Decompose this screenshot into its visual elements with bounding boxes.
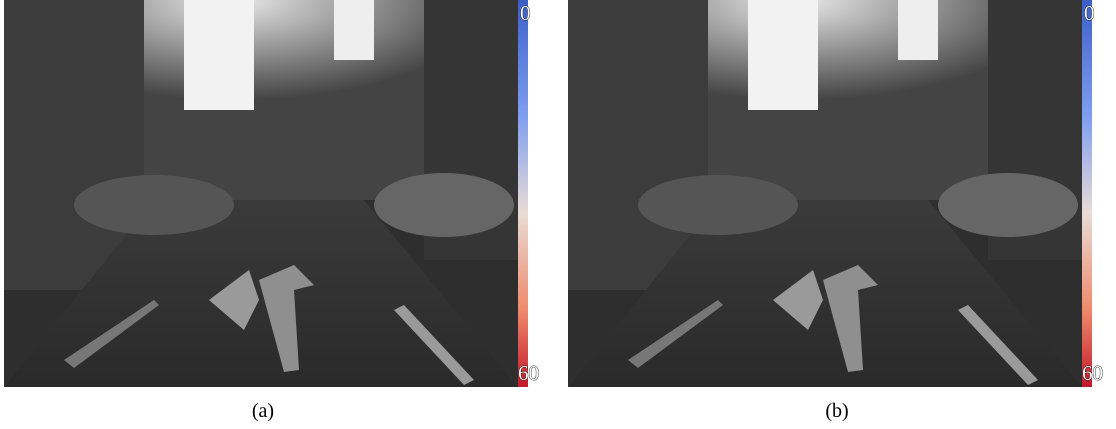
- colorbar: [1082, 0, 1092, 387]
- figure: 0 60 (a) 0 60 (b): [0, 0, 1116, 429]
- colorbar: [518, 0, 528, 387]
- photo: [4, 0, 518, 387]
- panel-a: 0 60 (a): [4, 0, 539, 422]
- colorbar-top-label: 0: [520, 1, 531, 25]
- colorbar-bottom-label: 60: [1082, 361, 1103, 385]
- caption: (b): [825, 400, 848, 422]
- colorbar-bottom-label: 60: [518, 361, 539, 385]
- colorbar-top-label: 0: [1084, 1, 1095, 25]
- caption: (a): [252, 400, 274, 422]
- photo: [568, 0, 1082, 387]
- panel-b: 0 60 (b): [568, 0, 1103, 422]
